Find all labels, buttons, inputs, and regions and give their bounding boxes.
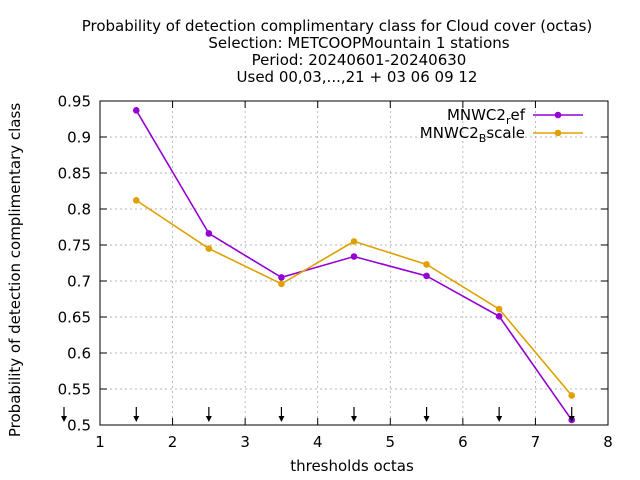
series-layer — [132, 107, 576, 424]
threshold-arrow-head — [568, 416, 575, 422]
x-tick-label: 1 — [95, 433, 105, 451]
legend-marker — [554, 111, 562, 119]
data-point — [278, 274, 285, 281]
y-tick-label: 0.6 — [67, 345, 91, 363]
title-line-4: Used 00,03,...,21 + 03 06 09 12 — [237, 68, 478, 86]
legend-label: MNWC2ref — [447, 106, 526, 127]
x-tick-label: 3 — [240, 433, 250, 451]
threshold-arrow-head — [423, 416, 430, 422]
threshold-arrow-head — [133, 416, 140, 422]
legend-label: MNWC2Bscale — [420, 124, 525, 145]
threshold-arrow-head — [351, 416, 357, 422]
data-point — [132, 197, 140, 204]
y-axis-label: Probability of detection complimentary c… — [6, 103, 24, 437]
threshold-arrow-head — [496, 416, 503, 422]
y-tick-label: 0.8 — [67, 201, 91, 219]
data-point — [423, 272, 430, 280]
title-line-1: Probability of detection complimentary c… — [82, 17, 593, 35]
grid — [100, 101, 608, 425]
threshold-arrow-head — [278, 416, 285, 422]
y-tick-label: 0.9 — [67, 129, 91, 147]
data-point — [350, 253, 358, 260]
y-tick-label: 0.95 — [58, 93, 91, 111]
threshold-arrow-head — [61, 416, 67, 422]
series-line — [135, 109, 573, 421]
y-tick-label: 0.65 — [58, 309, 91, 327]
y-tick-label: 0.55 — [58, 381, 91, 399]
x-tick-label: 6 — [458, 433, 468, 451]
x-tick-label: 4 — [313, 433, 323, 451]
y-tick-label: 0.75 — [58, 237, 91, 255]
data-point — [495, 312, 503, 320]
series-line — [135, 199, 573, 396]
chart-title: Probability of detection complimentary c… — [82, 17, 593, 86]
x-tick-label: 7 — [531, 433, 541, 451]
y-tick-label: 0.85 — [58, 165, 91, 183]
x-axis-label: thresholds octas — [290, 457, 414, 475]
data-point — [205, 245, 213, 252]
title-line-3: Period: 20240601-20240630 — [252, 51, 467, 69]
data-point — [568, 392, 576, 399]
data-point — [205, 230, 213, 237]
threshold-arrow-head — [205, 416, 212, 422]
x-tick-label: 5 — [386, 433, 396, 451]
x-tick-label: 2 — [168, 433, 178, 451]
y-tick-label: 0.7 — [67, 273, 91, 291]
legend-marker — [554, 129, 562, 137]
data-point — [132, 107, 140, 114]
threshold-arrows — [61, 407, 575, 422]
plot-frame — [99, 100, 609, 426]
data-point — [423, 261, 430, 268]
data-point — [495, 305, 503, 313]
data-point — [350, 238, 358, 245]
x-tick-label: 8 — [603, 433, 613, 451]
data-point — [278, 280, 285, 288]
y-tick-label: 0.5 — [67, 417, 91, 435]
title-line-2: Selection: METCOOPMountain 1 stations — [208, 34, 509, 52]
axis-ticks: 0.5 0.55 0.6 0.65 0.7 0.75 0.8 0.85 0.9 0.95 1 2 3 4 5… — [58, 93, 613, 452]
